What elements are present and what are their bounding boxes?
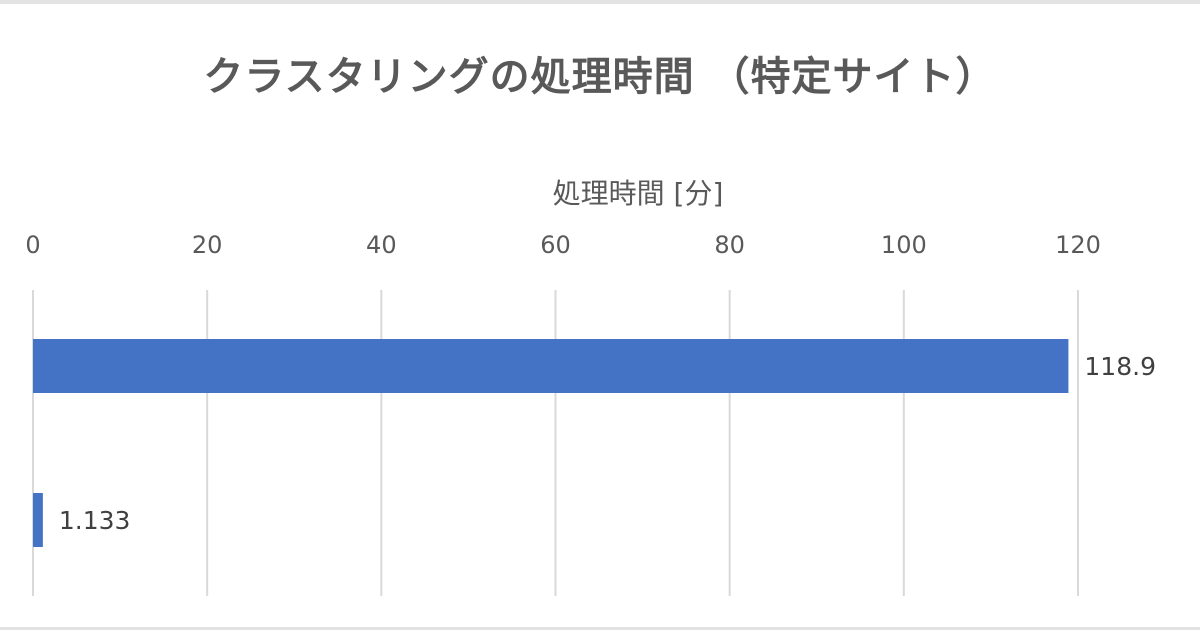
bar-2 — [33, 493, 43, 547]
x-tick-label-40: 40 — [366, 231, 397, 259]
data-label-1: 118.9 — [1084, 352, 1156, 381]
data-label-2: 1.133 — [59, 506, 131, 535]
bar-1 — [33, 339, 1069, 393]
x-axis-title: 処理時間 [分] — [552, 177, 724, 210]
x-tick-label-80: 80 — [714, 231, 745, 259]
x-tick-label-120: 120 — [1055, 231, 1101, 259]
x-tick-label-0: 0 — [25, 231, 40, 259]
x-tick-label-60: 60 — [540, 231, 571, 259]
x-tick-label-20: 20 — [192, 231, 223, 259]
chart-title: クラスタリングの処理時間 （特定サイト） — [203, 54, 997, 100]
x-tick-label-100: 100 — [881, 231, 927, 259]
